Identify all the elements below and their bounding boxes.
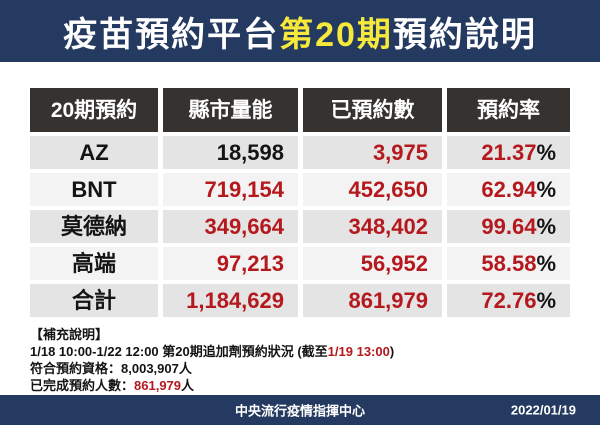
column-header-capacity: 縣市量能 <box>163 88 298 132</box>
percent-sign: % <box>536 176 556 202</box>
title-highlight: 第20期 <box>279 15 393 54</box>
eligible-unit: 人 <box>178 361 192 376</box>
supplementary-notes: 【補充說明】 1/18 10:00-1/22 12:00 第20期追加劑預約狀況… <box>30 326 394 394</box>
column-header-rate: 預約率 <box>447 88 570 132</box>
reserved-cell: 348,402 <box>303 210 442 243</box>
completed-unit: 人 <box>181 378 195 393</box>
notes-line-period: 1/18 10:00-1/22 12:00 第20期追加劑預約狀況 (截至1/1… <box>30 343 394 360</box>
vaccine-name-cell: 高端 <box>30 247 158 280</box>
notes-line-eligible: 符合預約資格：8,003,907人 <box>30 360 394 377</box>
eligible-count: 8,003,907 <box>121 361 179 376</box>
notes-period-text: 1/18 10:00-1/22 12:00 第20期追加劑預約狀況 (截至 <box>30 344 328 359</box>
percent-sign: % <box>536 250 556 276</box>
capacity-cell: 97,213 <box>163 247 298 280</box>
column-header-reserved: 已預約數 <box>303 88 442 132</box>
rate-value: 21.37 <box>481 139 537 165</box>
capacity-cell: 18,598 <box>163 136 298 169</box>
reserved-cell: 56,952 <box>303 247 442 280</box>
title-part2: 預約說明 <box>392 15 537 54</box>
column-header-period: 20期預約 <box>30 88 158 132</box>
title-band: 疫苗預約平台第20期預約說明 <box>0 0 600 62</box>
rate-value: 62.94 <box>481 176 537 202</box>
rate-value: 58.58 <box>481 250 537 276</box>
title-part1: 疫苗預約平台 <box>63 15 280 54</box>
rate-value: 99.64 <box>481 213 537 239</box>
rate-value: 72.76 <box>481 287 537 313</box>
rate-cell: 62.94% <box>447 173 570 206</box>
percent-sign: % <box>536 213 556 239</box>
completed-label: 已完成預約人數： <box>30 378 135 393</box>
rate-cell: 58.58% <box>447 247 570 280</box>
page-title: 疫苗預約平台第20期預約說明 <box>63 7 537 56</box>
footer-organization: 中央流行疫情指揮中心 <box>234 403 366 419</box>
completed-count: 861,979 <box>134 378 182 393</box>
reserved-cell: 861,979 <box>303 284 442 317</box>
percent-sign: % <box>536 287 556 313</box>
capacity-cell: 1,184,629 <box>163 284 298 317</box>
capacity-cell: 349,664 <box>163 210 298 243</box>
total-label-cell: 合計 <box>30 284 158 317</box>
rate-cell: 21.37% <box>447 136 570 169</box>
capacity-cell: 719,154 <box>163 173 298 206</box>
footer-date: 2022/01/19 <box>510 402 576 418</box>
vaccine-name-cell: BNT <box>30 173 158 206</box>
notes-period-close: ) <box>389 344 395 359</box>
vaccine-name-cell: 莫德納 <box>30 210 158 243</box>
notes-heading: 【補充說明】 <box>30 327 109 342</box>
eligible-label: 符合預約資格： <box>30 361 122 376</box>
percent-sign: % <box>536 139 556 165</box>
reserved-cell: 452,650 <box>303 173 442 206</box>
rate-cell: 72.76% <box>447 284 570 317</box>
notes-line-completed: 已完成預約人數：861,979人 <box>30 377 394 394</box>
vaccine-reservation-table: 20期預約 縣市量能 已預約數 預約率 AZ 18,598 3,975 21.3… <box>30 88 570 317</box>
vaccine-name-cell: AZ <box>30 136 158 169</box>
footer-band: 中央流行疫情指揮中心 2022/01/19 <box>0 395 600 425</box>
reserved-cell: 3,975 <box>303 136 442 169</box>
rate-cell: 99.64% <box>447 210 570 243</box>
notes-cutoff-time: 1/19 13:00 <box>327 344 390 359</box>
